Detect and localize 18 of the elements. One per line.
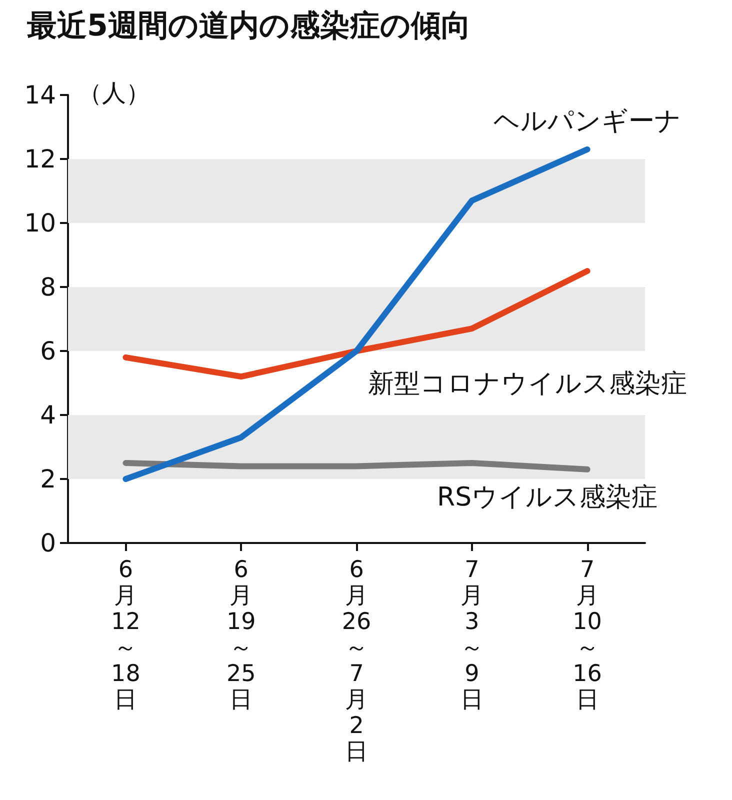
- series-label: RSウイルス感染症: [437, 482, 658, 512]
- y-tick-label: 2: [40, 464, 56, 494]
- y-tick-label: 8: [40, 272, 56, 302]
- y-tick-label: 12: [24, 144, 56, 174]
- y-tick-label: 4: [40, 400, 56, 430]
- y-axis-title: （人）: [78, 79, 150, 107]
- y-tick-label: 6: [40, 336, 56, 366]
- x-tick-label: 6月19～25日: [226, 557, 256, 713]
- series-label: 新型コロナウイルス感染症: [368, 369, 687, 399]
- x-tick-label: 7月3～9日: [460, 557, 484, 713]
- y-tick-label: 10: [24, 208, 56, 238]
- series-label: ヘルパンギーナ: [493, 106, 682, 136]
- x-tick-label: 7月10～16日: [572, 557, 602, 713]
- y-tick-label: 14: [24, 80, 56, 110]
- chart-title: 最近5週間の道内の感染症の傾向: [27, 8, 471, 44]
- x-tick-label: 6月26～7月2日: [342, 557, 372, 765]
- x-tick-label: 6月12～18日: [111, 557, 140, 713]
- y-tick-label: 0: [40, 528, 56, 558]
